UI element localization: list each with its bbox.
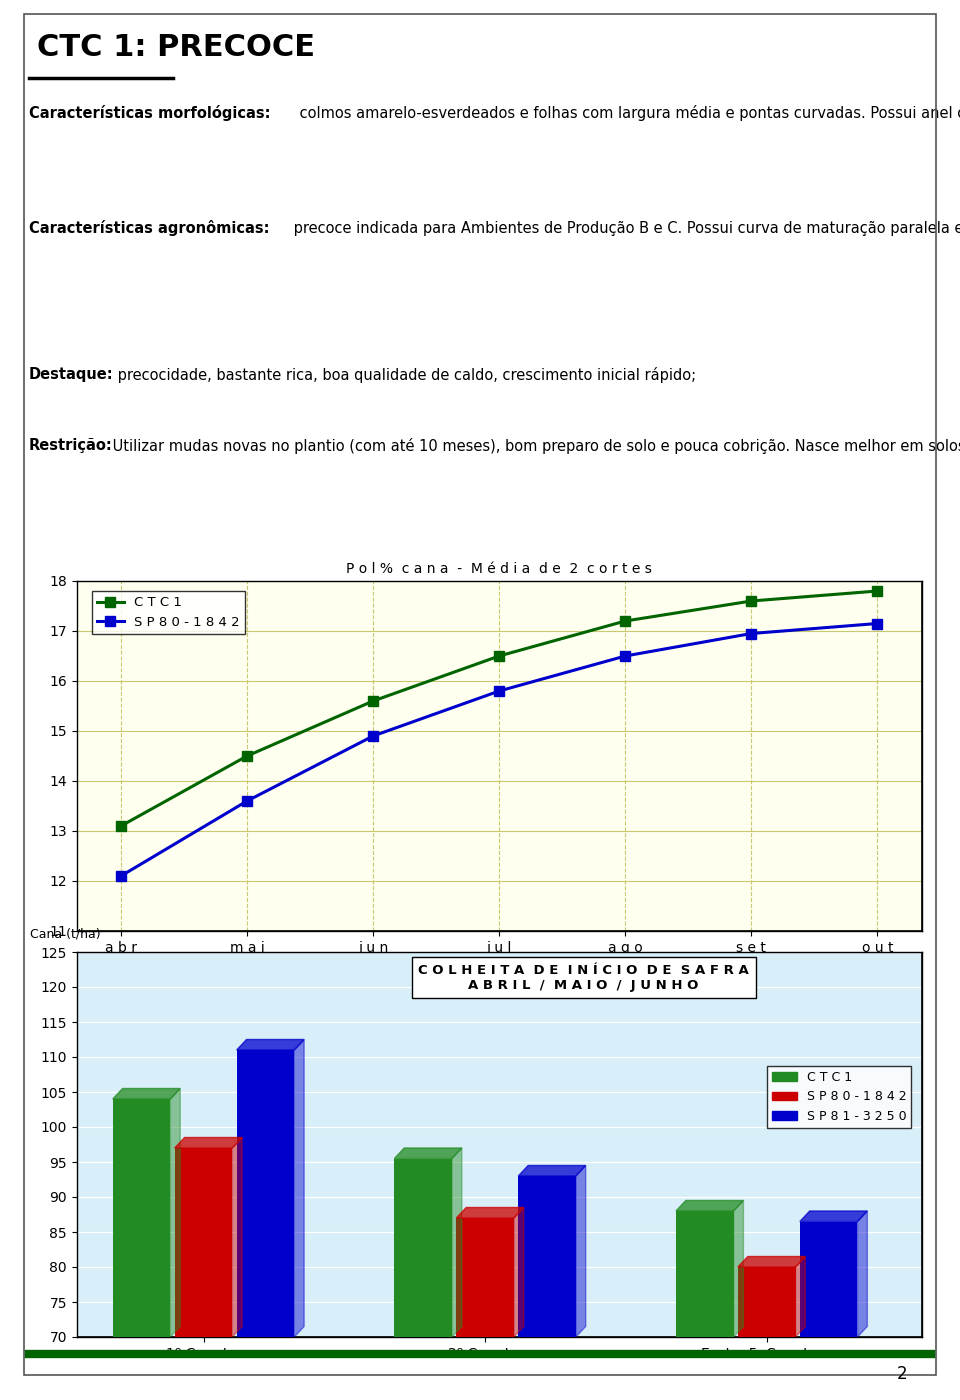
- Text: Características agronômicas:: Características agronômicas:: [29, 220, 270, 235]
- Line: C T C 1: C T C 1: [116, 587, 882, 830]
- C T C 1: [872, 582, 883, 599]
- C T C 1: [746, 592, 757, 609]
- Polygon shape: [232, 1137, 242, 1337]
- Bar: [518, 1176, 576, 1337]
- C T C 1: [368, 693, 379, 710]
- Title: P o l %  c a n a  -  M é d i a  d e  2  c o r t e s: P o l % c a n a - M é d i a d e 2 c o r …: [347, 561, 652, 575]
- Polygon shape: [395, 1148, 462, 1159]
- Bar: [456, 1218, 514, 1337]
- C T C 1: [493, 648, 505, 665]
- Polygon shape: [175, 1137, 242, 1148]
- Text: colmos amarelo-esverdeados e folhas com largura média e pontas curvadas. Possui : colmos amarelo-esverdeados e folhas com …: [295, 105, 960, 122]
- Bar: [112, 1099, 170, 1337]
- Polygon shape: [800, 1211, 867, 1221]
- Bar: [77, 581, 922, 931]
- Text: Destaque:: Destaque:: [29, 367, 113, 382]
- Polygon shape: [738, 1257, 805, 1267]
- Polygon shape: [170, 1089, 180, 1337]
- Text: precocidade, bastante rica, boa qualidade de caldo, crescimento inicial rápido;: precocidade, bastante rica, boa qualidad…: [112, 367, 696, 384]
- Polygon shape: [514, 1207, 524, 1337]
- S P 8 0 - 1 8 4 2: [746, 624, 757, 641]
- Text: C O L H E I T A  D E  I N Í C I O  D E  S A F R A
A B R I L  /  M A I O  /  J U : C O L H E I T A D E I N Í C I O D E S A …: [419, 963, 749, 991]
- Bar: [77, 952, 922, 1337]
- Text: 2: 2: [897, 1365, 908, 1383]
- Bar: [738, 1267, 796, 1337]
- S P 8 0 - 1 8 4 2: [619, 648, 631, 665]
- Polygon shape: [456, 1207, 524, 1218]
- Polygon shape: [733, 1201, 743, 1337]
- S P 8 0 - 1 8 4 2: [115, 868, 127, 885]
- Polygon shape: [796, 1257, 805, 1337]
- Text: CTC 1: PRECOCE: CTC 1: PRECOCE: [37, 34, 315, 62]
- Text: precoce indicada para Ambientes de Produção B e C. Possui curva de maturação par: precoce indicada para Ambientes de Produ…: [289, 220, 960, 235]
- Polygon shape: [237, 1039, 304, 1050]
- Polygon shape: [112, 1089, 180, 1099]
- C T C 1: [241, 748, 252, 764]
- Polygon shape: [452, 1148, 462, 1337]
- S P 8 0 - 1 8 4 2: [241, 792, 252, 809]
- Bar: [237, 1050, 295, 1337]
- Bar: [800, 1221, 857, 1337]
- Line: S P 8 0 - 1 8 4 2: S P 8 0 - 1 8 4 2: [116, 619, 882, 881]
- C T C 1: [115, 818, 127, 834]
- Text: Cana (t/ha): Cana (t/ha): [31, 927, 101, 941]
- Bar: [175, 1148, 232, 1337]
- S P 8 0 - 1 8 4 2: [872, 615, 883, 631]
- Legend: C T C 1, S P 8 0 - 1 8 4 2, S P 8 1 - 3 2 5 0: C T C 1, S P 8 0 - 1 8 4 2, S P 8 1 - 3 …: [766, 1065, 911, 1127]
- Text: Restrição:: Restrição:: [29, 438, 112, 454]
- Polygon shape: [576, 1165, 586, 1337]
- Polygon shape: [676, 1201, 743, 1211]
- Bar: [395, 1159, 452, 1337]
- Text: Utilizar mudas novas no plantio (com até 10 meses), bom preparo de solo e pouca : Utilizar mudas novas no plantio (com até…: [108, 438, 960, 455]
- Bar: [676, 1211, 733, 1337]
- S P 8 0 - 1 8 4 2: [368, 728, 379, 745]
- Polygon shape: [857, 1211, 867, 1337]
- Polygon shape: [295, 1039, 304, 1337]
- Legend: C T C 1, S P 8 0 - 1 8 4 2: C T C 1, S P 8 0 - 1 8 4 2: [92, 591, 245, 634]
- C T C 1: [619, 613, 631, 630]
- Polygon shape: [518, 1165, 586, 1176]
- Text: Características morfológicas:: Características morfológicas:: [29, 105, 271, 122]
- S P 8 0 - 1 8 4 2: [493, 683, 505, 700]
